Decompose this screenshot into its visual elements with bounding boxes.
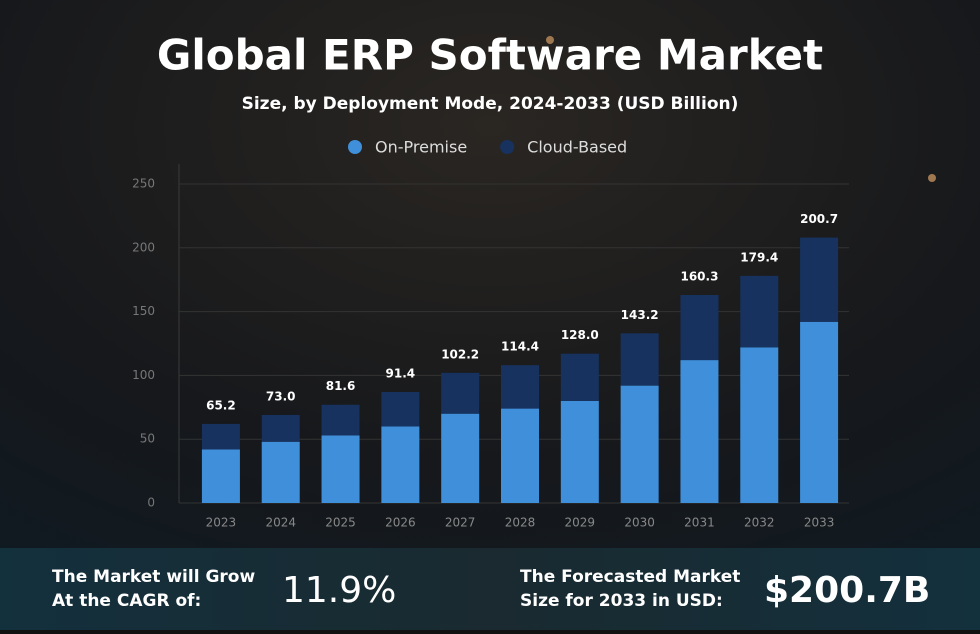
x-tick-label: 2029 xyxy=(565,516,596,530)
decor xyxy=(546,36,554,44)
y-tick-label: 100 xyxy=(132,368,155,382)
legend-swatch xyxy=(348,140,362,154)
bar-segment xyxy=(261,414,300,442)
y-tick-label: 200 xyxy=(132,240,155,254)
footer-band xyxy=(0,548,980,630)
legend-swatch xyxy=(500,140,515,154)
bar-segment xyxy=(201,449,240,503)
total-label: 114.4 xyxy=(501,340,539,354)
y-tick-label: 0 xyxy=(147,496,155,510)
bar-segment xyxy=(620,333,659,386)
bar-segment xyxy=(620,385,659,503)
total-label: 65.2 xyxy=(206,398,236,412)
x-tick-label: 2024 xyxy=(265,516,296,530)
x-tick-label: 2030 xyxy=(624,516,655,530)
chart-subtitle: Size, by Deployment Mode, 2024-2033 (USD… xyxy=(242,94,739,114)
bar-segment xyxy=(800,237,839,322)
total-label: 128.0 xyxy=(561,328,599,342)
bar-segment xyxy=(381,391,420,427)
footer-text: At the CAGR of: xyxy=(52,591,201,611)
x-tick-label: 2025 xyxy=(325,516,356,530)
total-label: 73.0 xyxy=(266,389,296,403)
bar-segment xyxy=(441,372,480,414)
bar-segment xyxy=(441,413,480,503)
bar-segment xyxy=(321,404,360,436)
x-tick-label: 2032 xyxy=(744,516,775,530)
total-label: 200.7 xyxy=(800,212,838,226)
legend-label: On-Premise xyxy=(375,138,467,157)
total-label: 143.2 xyxy=(621,308,659,322)
bar-segment xyxy=(800,321,839,503)
x-tick-label: 2031 xyxy=(684,516,715,530)
chart-title: Global ERP Software Market xyxy=(157,31,823,80)
x-tick-label: 2033 xyxy=(804,516,835,530)
y-tick-label: 50 xyxy=(140,432,155,446)
bar-segment xyxy=(501,408,539,503)
bar-segment xyxy=(381,426,420,503)
bar-segment xyxy=(501,365,539,409)
x-tick-label: 2028 xyxy=(505,516,536,530)
x-tick-label: 2026 xyxy=(385,516,416,530)
total-label: 102.2 xyxy=(441,347,479,361)
total-label: 81.6 xyxy=(326,379,356,393)
bar-segment xyxy=(680,295,719,361)
legend-label: Cloud-Based xyxy=(527,138,627,157)
x-tick-label: 2023 xyxy=(206,516,237,530)
bar-segment xyxy=(740,347,779,503)
y-tick-label: 250 xyxy=(132,177,155,191)
bar-segment xyxy=(261,441,300,503)
bar-segment xyxy=(560,353,599,401)
bar-segment xyxy=(740,275,779,348)
total-label: 160.3 xyxy=(680,270,718,284)
total-label: 91.4 xyxy=(386,366,416,380)
total-label: 179.4 xyxy=(740,250,778,264)
footer-text: The Forecasted Market xyxy=(520,567,740,587)
bar-segment xyxy=(321,435,360,503)
y-tick-label: 150 xyxy=(132,304,155,318)
x-tick-label: 2027 xyxy=(445,516,476,530)
footer-value: 11.9% xyxy=(282,570,396,611)
bar-segment xyxy=(560,400,599,503)
decor xyxy=(928,174,936,182)
footer-text: Size for 2033 in USD: xyxy=(520,591,723,611)
footer-value: $200.7B xyxy=(764,570,930,611)
bar-segment xyxy=(680,360,719,503)
footer-text: The Market will Grow xyxy=(52,567,255,587)
bar-segment xyxy=(201,423,240,450)
